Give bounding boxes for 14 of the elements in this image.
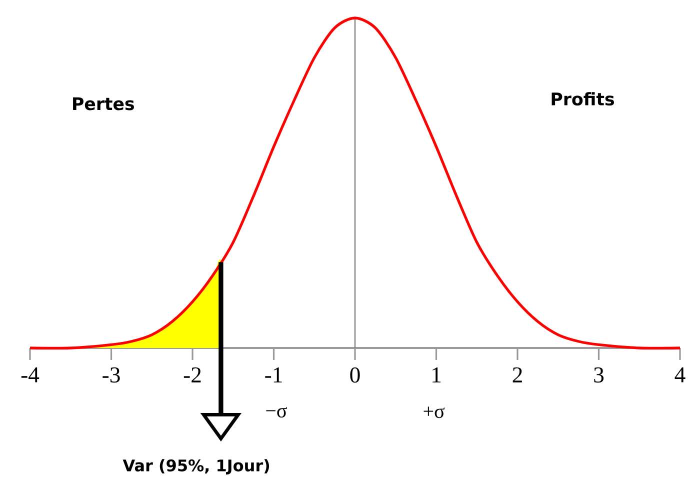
x-tick-label: 1 (432, 367, 441, 382)
x-tick-label: -4 (21, 367, 40, 382)
text: −σ (266, 407, 287, 418)
x-tick-label: 0 (350, 367, 360, 383)
x-tick-label: -2 (184, 367, 201, 382)
text: Var (95%, 1Jour) (122, 459, 270, 474)
x-tick-label: -1 (265, 367, 282, 382)
annotation: Profits (552, 92, 614, 106)
text: +σ (424, 406, 445, 418)
x-tick-label: 3 (594, 367, 604, 383)
x-tick-label: -3 (102, 367, 120, 383)
x-tick-label: 4 (674, 367, 686, 382)
annotation: Pertes (73, 97, 134, 110)
x-tick-label: 2 (512, 367, 522, 382)
